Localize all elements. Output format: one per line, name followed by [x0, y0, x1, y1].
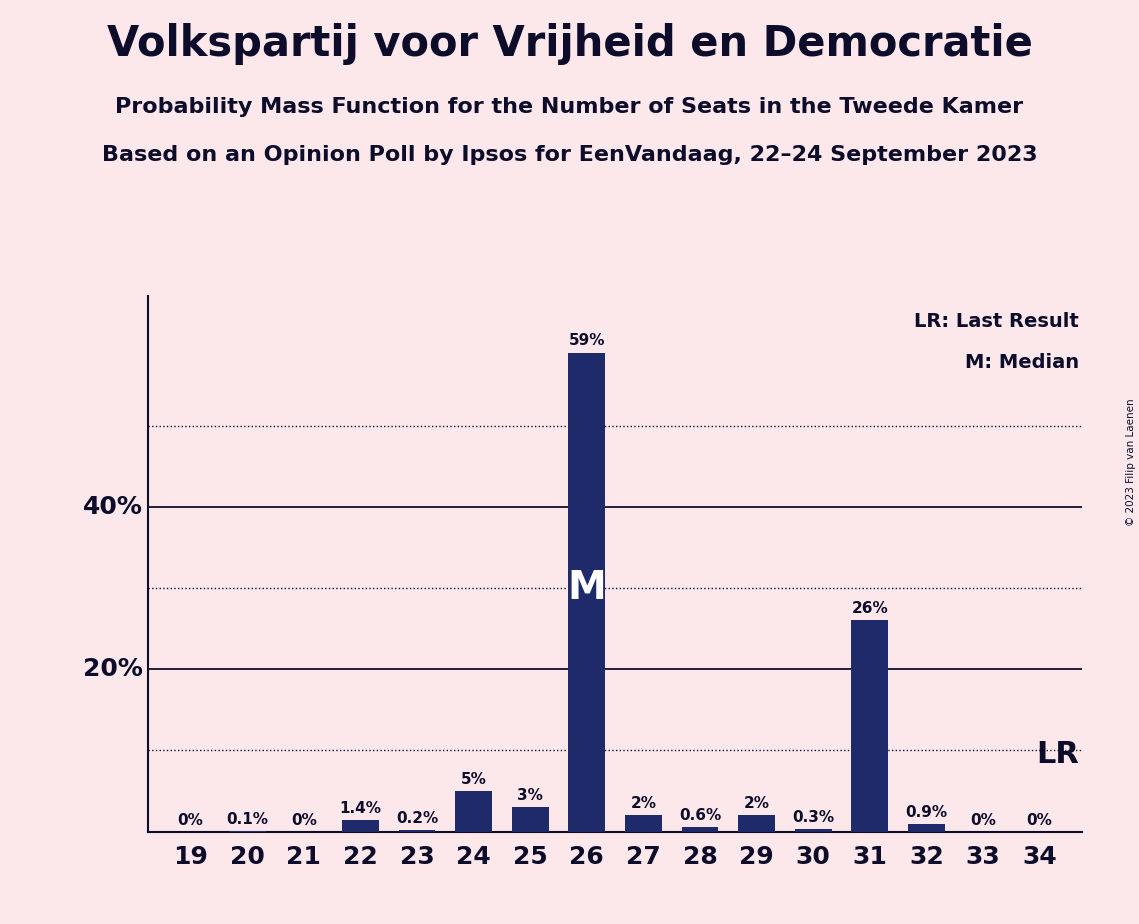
Bar	[681, 827, 719, 832]
Text: 1.4%: 1.4%	[339, 801, 382, 816]
Text: Probability Mass Function for the Number of Seats in the Tweede Kamer: Probability Mass Function for the Number…	[115, 97, 1024, 117]
Text: LR: Last Result: LR: Last Result	[915, 312, 1080, 331]
Bar	[511, 808, 549, 832]
Text: 2%: 2%	[630, 796, 656, 811]
Bar	[625, 815, 662, 832]
Text: Based on an Opinion Poll by Ipsos for EenVandaag, 22–24 September 2023: Based on an Opinion Poll by Ipsos for Ee…	[101, 145, 1038, 165]
Text: 0.3%: 0.3%	[792, 810, 834, 825]
Text: 0%: 0%	[970, 812, 995, 828]
Text: M: Median: M: Median	[965, 353, 1080, 371]
Bar	[342, 821, 379, 832]
Text: 20%: 20%	[82, 657, 142, 681]
Text: © 2023 Filip van Laenen: © 2023 Filip van Laenen	[1126, 398, 1136, 526]
Text: 0%: 0%	[1026, 812, 1052, 828]
Bar	[399, 830, 435, 832]
Bar	[795, 829, 831, 832]
Text: 0%: 0%	[178, 812, 204, 828]
Text: Volkspartij voor Vrijheid en Democratie: Volkspartij voor Vrijheid en Democratie	[107, 23, 1032, 65]
Bar	[908, 824, 944, 832]
Text: 0%: 0%	[290, 812, 317, 828]
Text: 0.2%: 0.2%	[396, 811, 439, 826]
Text: 5%: 5%	[460, 772, 486, 787]
Text: 2%: 2%	[744, 796, 770, 811]
Text: 59%: 59%	[568, 334, 605, 348]
Text: 26%: 26%	[852, 602, 888, 616]
Text: 0.9%: 0.9%	[906, 805, 948, 821]
Bar	[456, 791, 492, 832]
Text: 40%: 40%	[82, 494, 142, 518]
Text: LR: LR	[1036, 740, 1080, 769]
Text: M: M	[567, 569, 606, 607]
Bar	[851, 621, 888, 832]
Bar	[568, 353, 605, 832]
Bar	[738, 815, 775, 832]
Text: 0.1%: 0.1%	[227, 811, 268, 827]
Text: 3%: 3%	[517, 788, 543, 803]
Text: 0.6%: 0.6%	[679, 808, 721, 822]
